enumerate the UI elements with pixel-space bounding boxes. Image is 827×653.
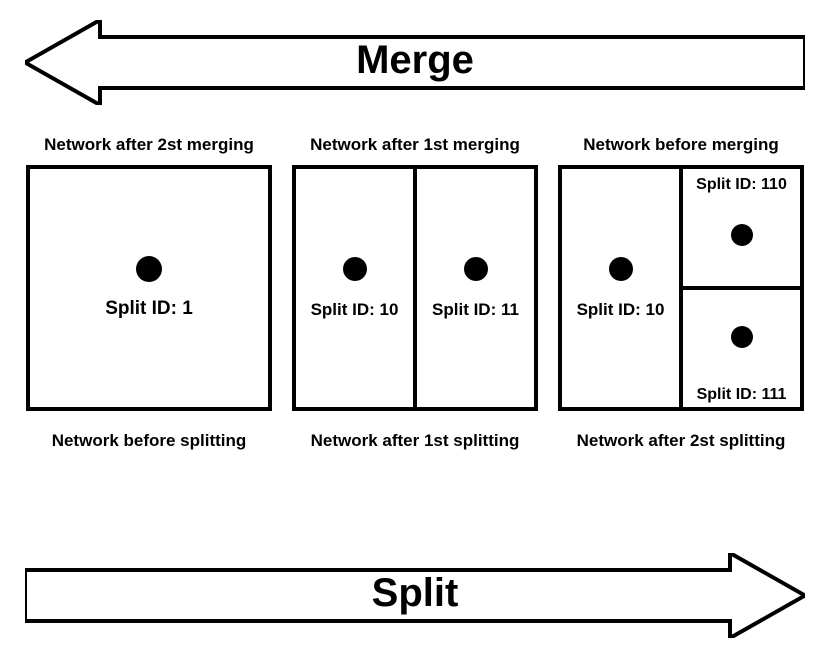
dot-icon bbox=[731, 224, 753, 246]
split-id-label: Split ID: 111 bbox=[683, 386, 800, 404]
dot-icon bbox=[136, 256, 162, 282]
split-id-label: Split ID: 1 bbox=[30, 298, 268, 320]
dot-icon bbox=[609, 257, 633, 281]
split-id-label: Split ID: 11 bbox=[417, 300, 534, 320]
panel-3-box: Split ID: 10 Split ID: 110 Split ID: 111 bbox=[558, 165, 804, 411]
panel-1-box: Split ID: 1 bbox=[26, 165, 272, 411]
panel-3-right-stack: Split ID: 110 Split ID: 111 bbox=[681, 165, 804, 411]
split-id-label: Split ID: 110 bbox=[683, 176, 800, 194]
split-id-label: Split ID: 10 bbox=[296, 300, 413, 320]
panel-2-right-cell: Split ID: 11 bbox=[415, 165, 538, 411]
panel-2-left-cell: Split ID: 10 bbox=[292, 165, 415, 411]
panel-3: Network before merging Split ID: 10 Spli… bbox=[557, 135, 805, 451]
split-id-label: Split ID: 10 bbox=[562, 300, 679, 320]
merge-arrow: Merge bbox=[25, 20, 805, 110]
panel-2: Network after 1st merging Split ID: 10 S… bbox=[291, 135, 539, 451]
split-arrow: Split bbox=[25, 553, 805, 643]
panel-2-bottom-label: Network after 1st splitting bbox=[311, 431, 520, 451]
panel-3-bottom-label: Network after 2st splitting bbox=[577, 431, 786, 451]
panel-3-top-right-cell: Split ID: 110 bbox=[681, 165, 804, 288]
panel-1: Network after 2st merging Split ID: 1 Ne… bbox=[25, 135, 273, 451]
panel-3-left-cell: Split ID: 10 bbox=[558, 165, 681, 411]
panels-row: Network after 2st merging Split ID: 1 Ne… bbox=[25, 135, 805, 451]
panel-3-bottom-right-cell: Split ID: 111 bbox=[681, 288, 804, 411]
dot-icon bbox=[731, 326, 753, 348]
dot-icon bbox=[343, 257, 367, 281]
panel-1-bottom-label: Network before splitting bbox=[52, 431, 247, 451]
split-label: Split bbox=[25, 571, 805, 616]
panel-1-top-label: Network after 2st merging bbox=[44, 135, 254, 155]
panel-2-top-label: Network after 1st merging bbox=[310, 135, 520, 155]
panel-3-top-label: Network before merging bbox=[583, 135, 779, 155]
merge-label: Merge bbox=[25, 38, 805, 83]
panel-2-box: Split ID: 10 Split ID: 11 bbox=[292, 165, 538, 411]
dot-icon bbox=[464, 257, 488, 281]
